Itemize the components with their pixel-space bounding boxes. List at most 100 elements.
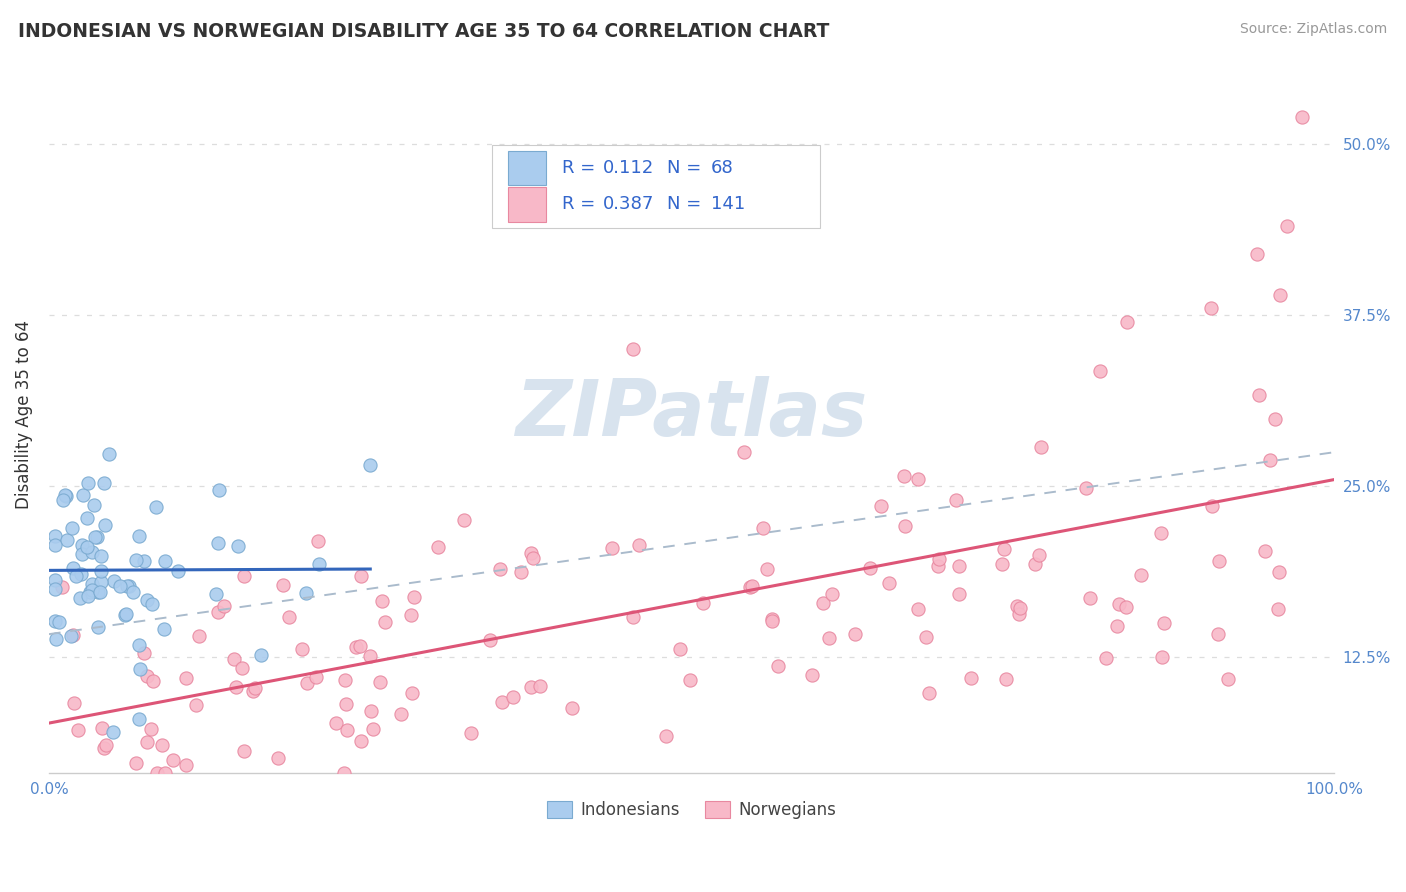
Point — [124, 756, 146, 770]
Point — [1008, 607, 1031, 622]
Point — [359, 458, 381, 472]
Point — [502, 690, 524, 704]
Point — [1258, 453, 1281, 467]
Point — [141, 597, 163, 611]
Point — [186, 698, 208, 713]
Point — [621, 343, 644, 357]
Point — [1153, 616, 1175, 631]
Point — [1254, 544, 1277, 558]
Point — [869, 499, 891, 513]
Point — [602, 541, 624, 555]
Point — [510, 565, 533, 579]
Point — [1216, 672, 1239, 686]
Point — [93, 740, 115, 755]
Point — [80, 576, 103, 591]
Point — [207, 536, 229, 550]
Text: R =: R = — [562, 195, 600, 213]
Point — [928, 552, 950, 566]
Point — [915, 630, 938, 644]
Point — [145, 500, 167, 514]
Point — [960, 671, 983, 685]
Text: N =: N = — [668, 159, 707, 177]
Point — [325, 715, 347, 730]
Point — [1108, 597, 1130, 611]
Point — [44, 538, 66, 552]
Point — [51, 580, 73, 594]
Text: N =: N = — [668, 195, 707, 213]
Point — [655, 729, 678, 743]
Point — [128, 662, 150, 676]
Point — [399, 607, 422, 622]
Point — [813, 596, 835, 610]
Point — [844, 627, 866, 641]
Point — [522, 550, 544, 565]
Point — [371, 594, 394, 608]
Point — [174, 757, 197, 772]
Point — [52, 493, 75, 508]
Text: 0.387: 0.387 — [603, 195, 654, 213]
Point — [520, 546, 543, 560]
Point — [90, 564, 112, 578]
Point — [76, 511, 98, 525]
Point — [948, 587, 970, 601]
Point — [1291, 110, 1313, 124]
Point — [90, 575, 112, 590]
Point — [153, 554, 176, 568]
Point — [82, 545, 104, 559]
Point — [44, 582, 66, 597]
Point — [821, 587, 844, 601]
Point — [401, 686, 423, 700]
Point — [1152, 649, 1174, 664]
FancyBboxPatch shape — [492, 145, 820, 227]
Point — [174, 671, 197, 685]
Point — [1267, 601, 1289, 615]
Point — [627, 538, 650, 552]
Text: INDONESIAN VS NORWEGIAN DISABILITY AGE 35 TO 64 CORRELATION CHART: INDONESIAN VS NORWEGIAN DISABILITY AGE 3… — [18, 22, 830, 41]
Point — [453, 513, 475, 527]
Bar — [508, 187, 547, 221]
Point — [907, 472, 929, 486]
Point — [692, 596, 714, 610]
Text: 68: 68 — [711, 159, 734, 177]
Point — [108, 579, 131, 593]
Point — [90, 549, 112, 564]
Point — [994, 672, 1017, 686]
Point — [1024, 557, 1046, 571]
Point — [1246, 246, 1268, 260]
Text: Source: ZipAtlas.com: Source: ZipAtlas.com — [1240, 22, 1388, 37]
Point — [1275, 219, 1298, 234]
Point — [188, 629, 211, 643]
Point — [132, 647, 155, 661]
Point — [1005, 599, 1028, 614]
Point — [72, 488, 94, 502]
Point — [877, 576, 900, 591]
Point — [55, 489, 77, 503]
Point — [233, 744, 256, 758]
Y-axis label: Disability Age 35 to 64: Disability Age 35 to 64 — [15, 320, 32, 508]
Point — [333, 673, 356, 688]
Point — [761, 612, 783, 626]
Point — [94, 738, 117, 752]
Point — [1201, 500, 1223, 514]
Point — [1028, 548, 1050, 562]
Point — [98, 447, 121, 461]
Point — [76, 541, 98, 555]
Point — [87, 620, 110, 634]
Point — [295, 586, 318, 600]
Point — [1008, 600, 1031, 615]
Point — [70, 566, 93, 581]
Point — [349, 639, 371, 653]
Point — [1249, 388, 1271, 402]
Point — [62, 627, 84, 641]
Point — [668, 641, 690, 656]
Point — [1264, 412, 1286, 426]
Point — [907, 602, 929, 616]
Point — [44, 573, 66, 587]
Point — [291, 642, 314, 657]
Point — [103, 574, 125, 588]
Point — [128, 529, 150, 543]
Point — [70, 537, 93, 551]
Point — [62, 696, 84, 710]
Point — [1206, 627, 1229, 641]
Point — [83, 530, 105, 544]
